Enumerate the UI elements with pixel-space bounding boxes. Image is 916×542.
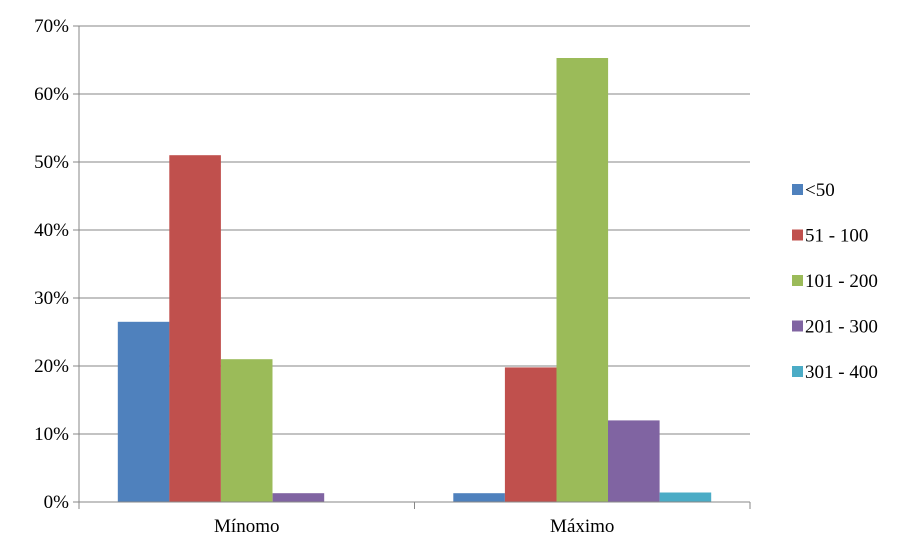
bar [556,58,609,502]
legend-label: 201 - 300 [805,317,878,338]
legend-swatch [792,320,803,332]
legend-swatch [792,229,803,241]
bar [220,359,273,502]
legend-label: <50 [805,180,835,201]
bar [608,420,660,502]
legend-item: 201 - 300 [792,317,878,338]
y-tick-label: 70% [34,16,69,37]
legend-item: <50 [792,180,835,201]
y-tick-label: 60% [34,84,69,105]
y-tick-label: 10% [34,424,69,445]
legend-swatch [792,184,803,195]
x-axis-labels: Mínomo Máximo [214,516,614,537]
y-tick-label: 0% [44,492,70,513]
y-tick-label: 40% [34,220,69,241]
legend: <50 51 - 100 101 - 200 201 - 300 301 - 400 [792,180,878,383]
axes [78,26,751,509]
legend-label: 101 - 200 [805,271,878,292]
bar [169,155,221,502]
legend-label: 51 - 100 [805,226,868,247]
legend-item: 51 - 100 [792,226,868,247]
bar [659,492,712,502]
bar [272,493,325,502]
legend-item: 101 - 200 [792,271,878,292]
x-tick-label: Máximo [550,516,614,537]
legend-label: 301 - 400 [805,362,878,383]
y-axis-ticks: 0% 10% 20% 30% 40% 50% 60% 70% [34,16,79,513]
y-tick-label: 50% [34,152,69,173]
legend-swatch [792,275,803,286]
y-tick-label: 30% [34,288,69,309]
legend-item: 301 - 400 [792,362,878,383]
bar [504,367,557,502]
y-tick-label: 20% [34,356,69,377]
bar [453,493,505,502]
bars [117,58,712,502]
legend-swatch [792,366,803,377]
bar [117,321,170,502]
x-tick-label: Mínomo [214,516,279,537]
